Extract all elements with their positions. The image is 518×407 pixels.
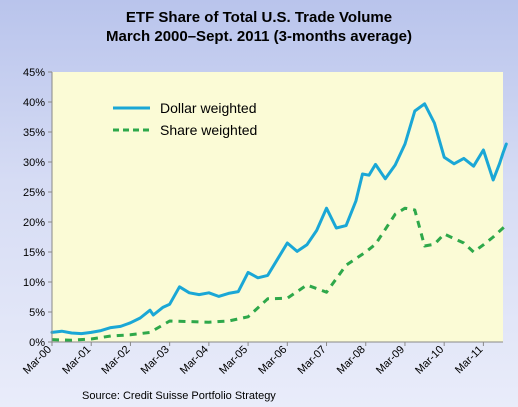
y-tick-label: 45% [23,67,45,79]
x-tick-label: Mar-01 [60,344,93,377]
x-tick-label: Mar-11 [453,344,486,377]
x-tick-label: Mar-10 [413,344,446,377]
x-tick-label: Mar-07 [296,344,329,377]
x-tick-label: Mar-02 [99,344,132,377]
series-line-share-weighted [51,206,508,342]
series-line-dollar-weighted [50,102,508,336]
x-tick-label: Mar-03 [139,344,172,377]
chart-subtitle: March 2000–Sept. 2011 (3-months average) [106,28,412,45]
y-tick-label: 15% [23,247,45,259]
y-tick-label: 30% [23,157,45,169]
y-tick-label: 25% [23,187,45,199]
legend-label-dollar-weighted: Dollar weighted [160,100,257,116]
x-tick-label: Mar-04 [178,344,211,377]
legend-label-share-weighted: Share weighted [160,122,257,138]
x-tick-label: Mar-08 [335,344,368,377]
x-tick-label: Mar-06 [256,344,289,377]
y-axis: 0% 5% 10% 15% 20% 25% 30% 35% 40% 45% [23,67,52,349]
y-tick-label: 35% [23,127,45,139]
plot-area [52,72,503,342]
y-tick-label: 10% [23,277,45,289]
x-tick-label: Mar-05 [217,344,250,377]
y-tick-label: 0% [29,337,45,349]
chart-title: ETF Share of Total U.S. Trade Volume [126,9,392,26]
series-layer [50,102,508,342]
x-axis: Mar-00 Mar-01 Mar-02 Mar-03 Mar-04 Mar-05 Mar-… [21,342,486,377]
y-tick-label: 5% [29,307,45,319]
x-tick-label: Mar-09 [374,344,407,377]
y-tick-label: 20% [23,217,45,229]
y-tick-label: 40% [23,97,45,109]
legend: Dollar weighted Share weighted [113,100,257,138]
source-note: Source: Credit Suisse Portfolio Strategy [82,390,276,402]
